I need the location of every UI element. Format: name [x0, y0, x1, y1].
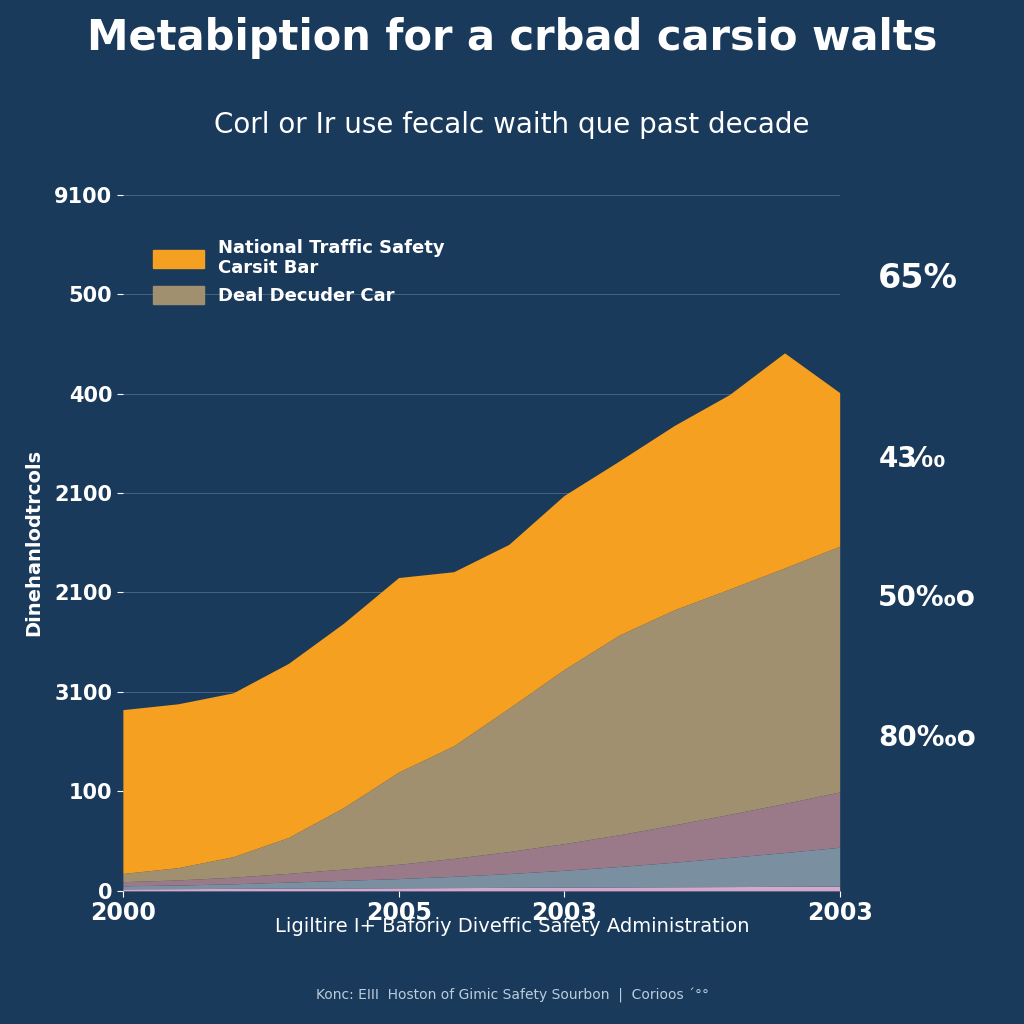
Text: Corl or Ir use fecalc waith que past decade: Corl or Ir use fecalc waith que past dec… [214, 112, 810, 139]
Y-axis label: Dinehanlodtrcols: Dinehanlodtrcols [25, 450, 43, 636]
Text: Konc: ЕІІІ  Hoston of Gimic Safety Sourbon  |  Corioos ´°°: Konc: ЕІІІ Hoston of Gimic Safety Sourbo… [315, 988, 709, 1004]
Text: 43⁄₀₀: 43⁄₀₀ [879, 445, 946, 473]
Text: Ligiltire I+ Baforiy Diveffic Safety Administration: Ligiltire I+ Baforiy Diveffic Safety Adm… [274, 916, 750, 936]
Text: 80‰o: 80‰o [879, 724, 976, 752]
Text: 50‰o: 50‰o [879, 585, 976, 612]
Text: Metabiption for a crbad carsio walts: Metabiption for a crbad carsio walts [87, 17, 937, 59]
Legend: National Traffic Safety
Carsit Bar, Deal Decuder Car: National Traffic Safety Carsit Bar, Deal… [146, 231, 453, 312]
Text: 65%: 65% [879, 261, 958, 295]
